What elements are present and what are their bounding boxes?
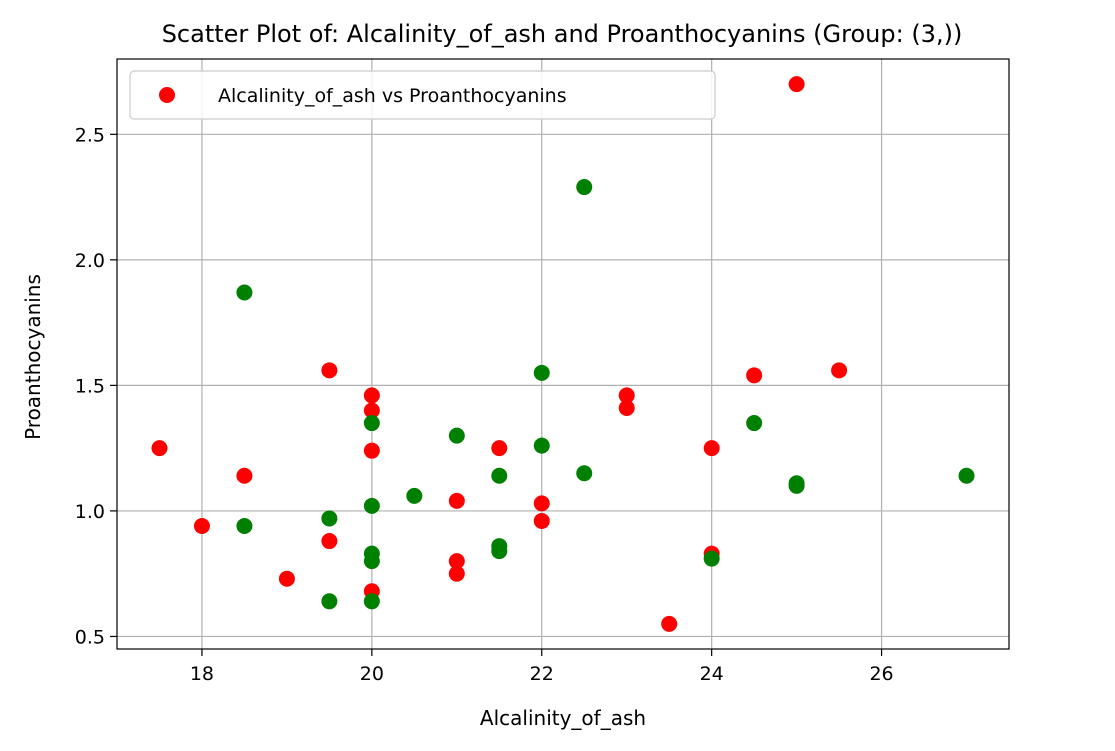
x-tick-label: 24 xyxy=(700,663,724,685)
green-data-point xyxy=(363,553,380,570)
green-data-point xyxy=(491,467,508,484)
x-axis-ticks: 18 20 22 24 26 xyxy=(190,649,894,685)
green-data-point xyxy=(236,517,253,534)
red-data-point xyxy=(363,402,380,419)
red-data-point xyxy=(533,512,550,529)
green-data-point xyxy=(236,284,253,301)
legend: Alcalinity_of_ash vs Proanthocyanins xyxy=(129,70,716,120)
red-data-point xyxy=(363,442,380,459)
red-data-point xyxy=(788,76,805,93)
red-data-point xyxy=(448,492,465,509)
x-axis-label: Alcalinity_of_ash xyxy=(480,706,646,730)
green-data-point xyxy=(321,593,338,610)
x-tick-label: 18 xyxy=(190,663,214,685)
chart-title: Scatter Plot of: Alcalinity_of_ash and P… xyxy=(162,20,963,48)
red-data-point xyxy=(448,565,465,582)
y-tick-label: 2.5 xyxy=(75,124,105,146)
green-data-point xyxy=(491,543,508,560)
green-data-point xyxy=(703,550,720,567)
x-tick-label: 22 xyxy=(530,663,554,685)
y-tick-label: 0.5 xyxy=(75,626,105,648)
green-data-point xyxy=(406,487,423,504)
green-data-point xyxy=(533,437,550,454)
red-data-point xyxy=(151,440,168,457)
green-data-point xyxy=(363,593,380,610)
red-data-point xyxy=(831,362,848,379)
red-data-point xyxy=(321,533,338,550)
y-tick-label: 1.0 xyxy=(75,501,105,523)
green-data-point xyxy=(533,364,550,381)
green-data-point xyxy=(321,510,338,527)
red-data-point xyxy=(193,517,210,534)
red-data-point xyxy=(236,467,253,484)
data-points xyxy=(151,76,975,632)
red-data-point xyxy=(533,495,550,512)
green-data-point xyxy=(363,415,380,432)
red-data-point xyxy=(363,387,380,404)
red-data-point xyxy=(661,615,678,632)
red-data-point xyxy=(448,553,465,570)
red-data-point xyxy=(618,387,635,404)
red-data-point xyxy=(278,570,295,587)
plot-frame xyxy=(116,58,1010,650)
green-data-point xyxy=(958,467,975,484)
green-data-point xyxy=(746,415,763,432)
y-axis-label: Proanthocyanins xyxy=(21,274,45,440)
green-data-point xyxy=(788,477,805,494)
red-data-point xyxy=(746,367,763,384)
grid xyxy=(117,59,1009,649)
green-data-point xyxy=(448,427,465,444)
y-axis-ticks: 0.5 1.0 1.5 2.0 2.5 xyxy=(75,124,117,648)
x-tick-label: 20 xyxy=(360,663,384,685)
legend-label: Alcalinity_of_ash vs Proanthocyanins xyxy=(218,85,567,107)
red-data-point xyxy=(618,399,635,416)
legend-marker xyxy=(159,87,175,103)
green-data-point xyxy=(363,497,380,514)
green-data-point xyxy=(576,465,593,482)
green-data-point xyxy=(576,179,593,196)
y-tick-label: 1.5 xyxy=(75,375,105,397)
y-tick-label: 2.0 xyxy=(75,250,105,272)
red-data-point xyxy=(491,440,508,457)
x-tick-label: 26 xyxy=(869,663,893,685)
red-data-point xyxy=(703,440,720,457)
legend-box xyxy=(129,70,716,120)
red-data-point xyxy=(321,362,338,379)
